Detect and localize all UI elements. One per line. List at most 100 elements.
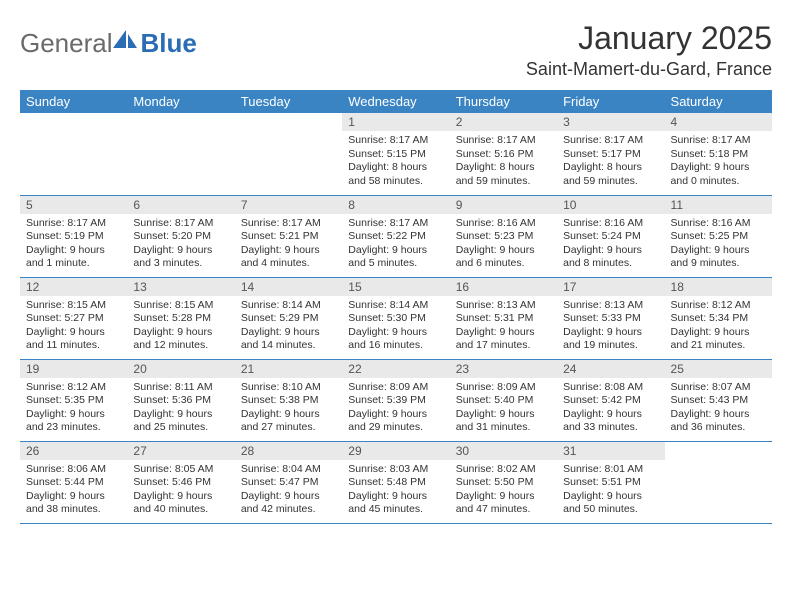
day-content: Sunrise: 8:13 AMSunset: 5:31 PMDaylight:… <box>450 296 557 357</box>
sunset-text: Sunset: 5:42 PM <box>563 394 658 408</box>
calendar-day-cell: 9Sunrise: 8:16 AMSunset: 5:23 PMDaylight… <box>450 195 557 277</box>
sunrise-text: Sunrise: 8:04 AM <box>241 463 336 477</box>
logo-sail-icon <box>113 30 139 48</box>
sunset-text: Sunset: 5:15 PM <box>348 148 443 162</box>
day-number: 24 <box>557 360 664 378</box>
logo-text-blue: Blue <box>141 28 197 59</box>
sunset-text: Sunset: 5:16 PM <box>456 148 551 162</box>
calendar-day-cell: 30Sunrise: 8:02 AMSunset: 5:50 PMDayligh… <box>450 441 557 523</box>
sunrise-text: Sunrise: 8:05 AM <box>133 463 228 477</box>
sunrise-text: Sunrise: 8:17 AM <box>133 217 228 231</box>
sunrise-text: Sunrise: 8:13 AM <box>563 299 658 313</box>
daylight-text: Daylight: 9 hours and 42 minutes. <box>241 490 336 517</box>
sunrise-text: Sunrise: 8:14 AM <box>348 299 443 313</box>
daylight-text: Daylight: 9 hours and 45 minutes. <box>348 490 443 517</box>
sunset-text: Sunset: 5:33 PM <box>563 312 658 326</box>
day-number: 18 <box>665 278 772 296</box>
sunset-text: Sunset: 5:19 PM <box>26 230 121 244</box>
day-header: Wednesday <box>342 90 449 113</box>
daylight-text: Daylight: 9 hours and 25 minutes. <box>133 408 228 435</box>
day-content: Sunrise: 8:10 AMSunset: 5:38 PMDaylight:… <box>235 378 342 439</box>
sunset-text: Sunset: 5:50 PM <box>456 476 551 490</box>
calendar-table: SundayMondayTuesdayWednesdayThursdayFrid… <box>20 90 772 524</box>
day-content: Sunrise: 8:02 AMSunset: 5:50 PMDaylight:… <box>450 460 557 521</box>
calendar-day-cell: 12Sunrise: 8:15 AMSunset: 5:27 PMDayligh… <box>20 277 127 359</box>
calendar-day-cell <box>235 113 342 195</box>
day-number: 26 <box>20 442 127 460</box>
daylight-text: Daylight: 9 hours and 5 minutes. <box>348 244 443 271</box>
sunrise-text: Sunrise: 8:01 AM <box>563 463 658 477</box>
sunset-text: Sunset: 5:23 PM <box>456 230 551 244</box>
calendar-day-cell: 28Sunrise: 8:04 AMSunset: 5:47 PMDayligh… <box>235 441 342 523</box>
daylight-text: Daylight: 9 hours and 23 minutes. <box>26 408 121 435</box>
calendar-week-row: 5Sunrise: 8:17 AMSunset: 5:19 PMDaylight… <box>20 195 772 277</box>
day-content: Sunrise: 8:06 AMSunset: 5:44 PMDaylight:… <box>20 460 127 521</box>
day-number: 27 <box>127 442 234 460</box>
day-header: Saturday <box>665 90 772 113</box>
day-number: 2 <box>450 113 557 131</box>
sunset-text: Sunset: 5:27 PM <box>26 312 121 326</box>
sunrise-text: Sunrise: 8:17 AM <box>671 134 766 148</box>
day-number: 30 <box>450 442 557 460</box>
calendar-day-cell: 19Sunrise: 8:12 AMSunset: 5:35 PMDayligh… <box>20 359 127 441</box>
calendar-week-row: 19Sunrise: 8:12 AMSunset: 5:35 PMDayligh… <box>20 359 772 441</box>
sunrise-text: Sunrise: 8:02 AM <box>456 463 551 477</box>
sunset-text: Sunset: 5:36 PM <box>133 394 228 408</box>
day-content: Sunrise: 8:17 AMSunset: 5:22 PMDaylight:… <box>342 214 449 275</box>
calendar-body: 1Sunrise: 8:17 AMSunset: 5:15 PMDaylight… <box>20 113 772 523</box>
calendar-week-row: 12Sunrise: 8:15 AMSunset: 5:27 PMDayligh… <box>20 277 772 359</box>
daylight-text: Daylight: 8 hours and 59 minutes. <box>563 161 658 188</box>
calendar-day-cell: 14Sunrise: 8:14 AMSunset: 5:29 PMDayligh… <box>235 277 342 359</box>
daylight-text: Daylight: 9 hours and 1 minute. <box>26 244 121 271</box>
sunrise-text: Sunrise: 8:08 AM <box>563 381 658 395</box>
logo-text-general: General <box>20 28 113 59</box>
sunset-text: Sunset: 5:24 PM <box>563 230 658 244</box>
title-block: January 2025 Saint-Mamert-du-Gard, Franc… <box>526 20 772 80</box>
daylight-text: Daylight: 9 hours and 36 minutes. <box>671 408 766 435</box>
sunrise-text: Sunrise: 8:15 AM <box>133 299 228 313</box>
calendar-day-cell: 25Sunrise: 8:07 AMSunset: 5:43 PMDayligh… <box>665 359 772 441</box>
day-number: 23 <box>450 360 557 378</box>
day-number: 12 <box>20 278 127 296</box>
sunset-text: Sunset: 5:47 PM <box>241 476 336 490</box>
daylight-text: Daylight: 9 hours and 21 minutes. <box>671 326 766 353</box>
sunrise-text: Sunrise: 8:12 AM <box>26 381 121 395</box>
sunset-text: Sunset: 5:25 PM <box>671 230 766 244</box>
sunrise-text: Sunrise: 8:17 AM <box>456 134 551 148</box>
calendar-day-cell: 2 Sunrise: 8:17 AMSunset: 5:16 PMDaylight… <box>450 113 557 195</box>
day-number: 13 <box>127 278 234 296</box>
page-header: General Blue January 2025 Saint-Mamert-d… <box>20 20 772 80</box>
day-content: Sunrise: 8:15 AMSunset: 5:27 PMDaylight:… <box>20 296 127 357</box>
calendar-week-row: 1Sunrise: 8:17 AMSunset: 5:15 PMDaylight… <box>20 113 772 195</box>
day-number: 16 <box>450 278 557 296</box>
day-content: Sunrise: 8:08 AMSunset: 5:42 PMDaylight:… <box>557 378 664 439</box>
day-content: Sunrise: 8:01 AMSunset: 5:51 PMDaylight:… <box>557 460 664 521</box>
daylight-text: Daylight: 8 hours and 59 minutes. <box>456 161 551 188</box>
day-number: 14 <box>235 278 342 296</box>
sunrise-text: Sunrise: 8:16 AM <box>671 217 766 231</box>
calendar-day-cell: 1Sunrise: 8:17 AMSunset: 5:15 PMDaylight… <box>342 113 449 195</box>
day-content: Sunrise: 8:17 AMSunset: 5:19 PMDaylight:… <box>20 214 127 275</box>
daylight-text: Daylight: 9 hours and 38 minutes. <box>26 490 121 517</box>
calendar-day-cell: 17Sunrise: 8:13 AMSunset: 5:33 PMDayligh… <box>557 277 664 359</box>
sunrise-text: Sunrise: 8:09 AM <box>348 381 443 395</box>
calendar-week-row: 26Sunrise: 8:06 AMSunset: 5:44 PMDayligh… <box>20 441 772 523</box>
calendar-day-cell: 31Sunrise: 8:01 AMSunset: 5:51 PMDayligh… <box>557 441 664 523</box>
sunrise-text: Sunrise: 8:12 AM <box>671 299 766 313</box>
logo: General Blue <box>20 20 197 59</box>
sunrise-text: Sunrise: 8:13 AM <box>456 299 551 313</box>
sunset-text: Sunset: 5:31 PM <box>456 312 551 326</box>
sunrise-text: Sunrise: 8:03 AM <box>348 463 443 477</box>
day-content: Sunrise: 8:09 AMSunset: 5:40 PMDaylight:… <box>450 378 557 439</box>
calendar-day-cell: 21Sunrise: 8:10 AMSunset: 5:38 PMDayligh… <box>235 359 342 441</box>
sunset-text: Sunset: 5:34 PM <box>671 312 766 326</box>
calendar-day-cell: 5Sunrise: 8:17 AMSunset: 5:19 PMDaylight… <box>20 195 127 277</box>
sunset-text: Sunset: 5:21 PM <box>241 230 336 244</box>
month-title: January 2025 <box>526 20 772 57</box>
location-label: Saint-Mamert-du-Gard, France <box>526 59 772 80</box>
daylight-text: Daylight: 9 hours and 16 minutes. <box>348 326 443 353</box>
daylight-text: Daylight: 8 hours and 58 minutes. <box>348 161 443 188</box>
sunrise-text: Sunrise: 8:07 AM <box>671 381 766 395</box>
day-number: 20 <box>127 360 234 378</box>
sunrise-text: Sunrise: 8:17 AM <box>26 217 121 231</box>
